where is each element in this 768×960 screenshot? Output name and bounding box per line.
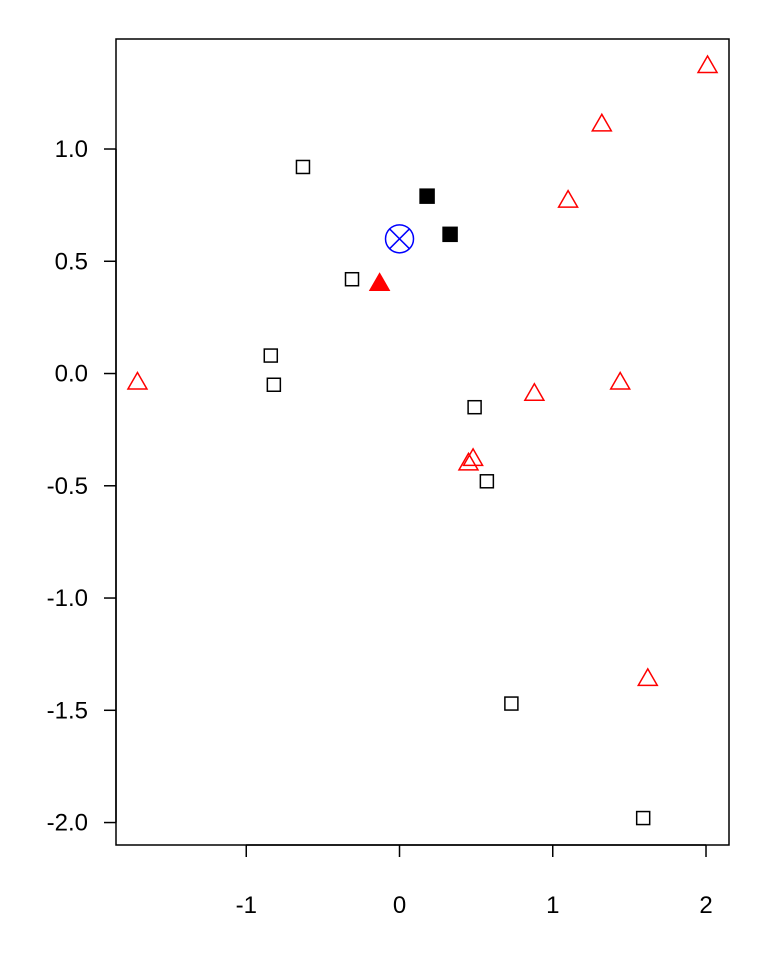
- y-axis: 1.0 0.5 0.0 -0.5 -1.0 -1.5 -2.0: [47, 136, 117, 837]
- open-square-point: [344, 271, 360, 287]
- filled-square-point: [419, 188, 435, 204]
- open-triangle-point: [591, 112, 613, 132]
- open-triangle-point: [636, 667, 659, 687]
- open-square-point: [295, 159, 311, 175]
- y-tick-label: 0.5: [55, 248, 88, 275]
- circle-x-point: [384, 224, 415, 254]
- x-tick-label: 0: [393, 892, 406, 919]
- open-square-point: [467, 399, 482, 415]
- y-tick-label: -0.5: [47, 473, 88, 500]
- open-triangle-point: [457, 451, 480, 471]
- y-tick-label: 0.0: [55, 361, 88, 388]
- open-triangle-point: [462, 447, 484, 467]
- filled-triangle-point: [368, 272, 391, 291]
- open-triangle-point: [609, 371, 631, 390]
- open-triangle-point: [557, 189, 579, 208]
- open-square-point: [504, 696, 519, 711]
- filled-square-point: [442, 226, 458, 243]
- circle-x-stroke: [389, 228, 410, 250]
- y-tick-label: -2.0: [47, 810, 88, 837]
- x-axis: -1 0 1 2: [236, 844, 713, 919]
- y-tick-label: -1.0: [47, 585, 88, 612]
- x-tick-label: 2: [699, 892, 712, 919]
- open-square-point: [266, 377, 282, 392]
- open-square-point: [479, 474, 495, 489]
- open-square-point: [263, 348, 279, 363]
- y-tick-label: -1.5: [47, 697, 88, 724]
- open-triangle-point: [523, 382, 546, 401]
- circle-x-ring: [384, 224, 415, 254]
- data-points: [126, 54, 719, 826]
- plot-frame: [115, 38, 730, 846]
- open-square-point: [635, 810, 651, 826]
- x-tick-label: 1: [546, 892, 559, 919]
- open-triangle-point: [126, 371, 149, 390]
- open-triangle-point: [696, 54, 719, 74]
- y-tick-label: 1.0: [55, 136, 88, 163]
- x-tick-label: -1: [236, 892, 257, 919]
